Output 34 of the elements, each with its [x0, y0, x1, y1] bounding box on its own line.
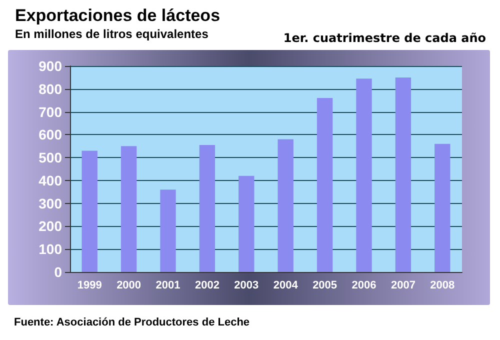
- x-tick-label: 2006: [352, 280, 376, 292]
- x-tick-label: 2003: [234, 280, 259, 292]
- x-tick-label: 2001: [156, 280, 180, 292]
- x-tick-label: 2002: [194, 280, 220, 292]
- x-tick-label: 2008: [430, 280, 455, 292]
- bar: [278, 139, 294, 272]
- bar: [316, 98, 333, 272]
- y-tick-label: 400: [38, 172, 62, 188]
- bar: [356, 78, 372, 272]
- y-tick-label: 200: [38, 218, 62, 234]
- bar: [199, 144, 216, 272]
- chart-title: Exportaciones de lácteos: [15, 6, 220, 25]
- bar: [395, 77, 412, 272]
- y-tick-label: 600: [38, 126, 62, 143]
- source-note: Fuente: Asociación de Productores de Leche: [14, 316, 250, 328]
- text: 1er. cuatrimestre de cada año: [283, 31, 486, 45]
- x-tick-label: 1999: [77, 280, 102, 292]
- bar: [238, 176, 254, 272]
- y-tick-label: 0: [54, 264, 62, 280]
- bar: [82, 150, 98, 272]
- chart-subtitle: En millones de litros equivalentes: [15, 27, 209, 41]
- y-tick-label: 800: [38, 80, 62, 97]
- bar: [434, 144, 450, 272]
- bar: [120, 146, 137, 272]
- y-tick-label: 900: [38, 58, 62, 74]
- y-tick-label: 300: [38, 195, 62, 212]
- bar: [160, 190, 176, 272]
- x-tick-label: 2000: [116, 280, 142, 292]
- x-tick-label: 2005: [312, 280, 338, 292]
- x-tick-label: 2007: [390, 280, 416, 292]
- y-tick-label: 100: [38, 241, 62, 258]
- y-tick-label: 500: [38, 150, 62, 166]
- y-tick-label: 700: [38, 104, 62, 120]
- x-tick-label: 2004: [273, 280, 299, 292]
